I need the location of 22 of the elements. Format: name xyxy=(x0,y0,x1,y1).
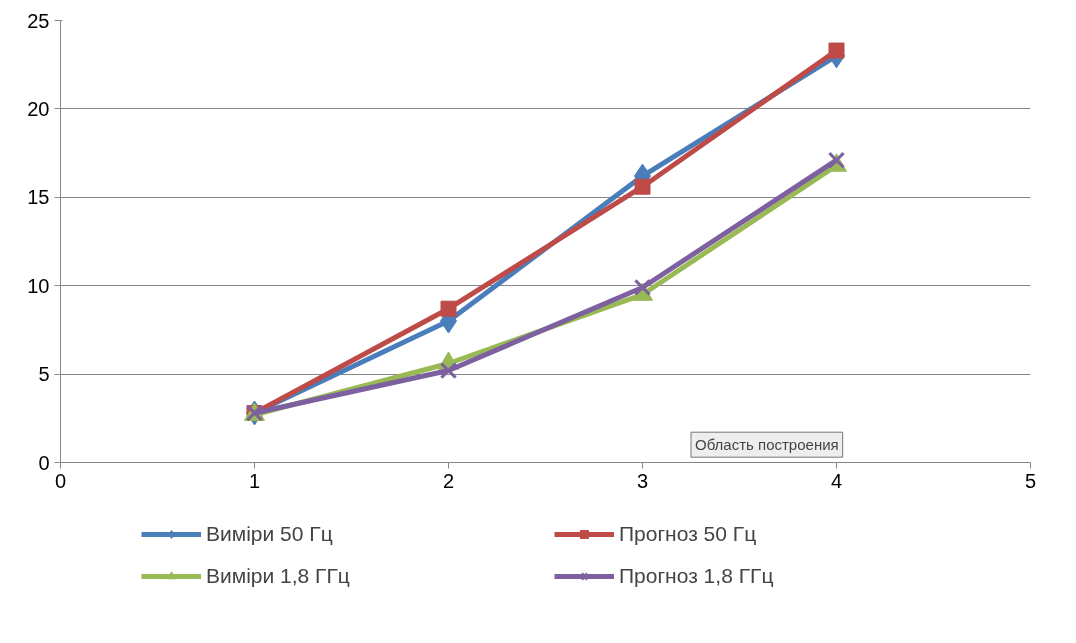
y-tick-label: 25 xyxy=(27,9,50,32)
legend-label: Виміри 50 Гц xyxy=(206,522,334,546)
point xyxy=(440,300,457,317)
x-tick-label: 5 xyxy=(1024,469,1037,492)
point xyxy=(439,361,458,380)
annotation: Область построения xyxy=(695,436,839,454)
y-tick-label: 5 xyxy=(38,363,50,386)
point xyxy=(828,42,845,59)
x-tick-label: 2 xyxy=(442,469,455,492)
y-tick-label: 10 xyxy=(27,274,50,297)
y-tick-label: 0 xyxy=(38,451,50,474)
x-tick-label: 4 xyxy=(830,469,843,492)
legend-label: Прогноз 50 Гц xyxy=(619,522,758,546)
legend-label: Прогноз 1,8 ГГц xyxy=(619,564,775,588)
point xyxy=(634,178,651,195)
x-tick-label: 1 xyxy=(248,469,261,492)
point xyxy=(633,278,652,297)
x-tick-label: 3 xyxy=(636,469,649,492)
legend-label: Виміри 1,8 ГГц xyxy=(206,564,351,588)
y-tick-label: 15 xyxy=(27,186,50,209)
y-tick-label: 20 xyxy=(27,97,50,120)
x-tick-label: 0 xyxy=(54,469,67,492)
